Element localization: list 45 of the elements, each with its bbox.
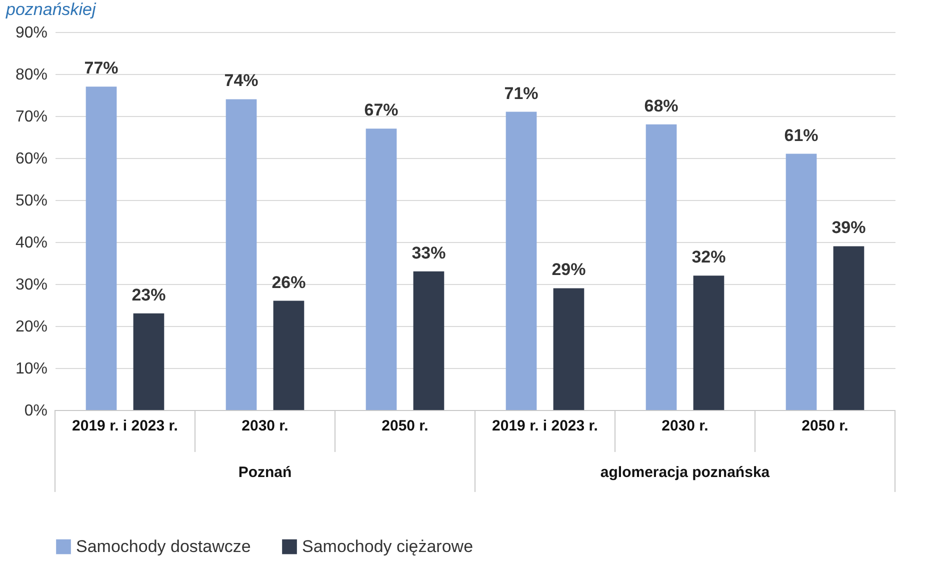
bar: [413, 271, 444, 410]
data-label: 71%: [504, 84, 538, 103]
bar: [273, 300, 304, 410]
data-label: 39%: [832, 218, 866, 238]
data-label: 23%: [132, 285, 166, 304]
y-tick-label: 0%: [24, 402, 48, 420]
data-label: 32%: [692, 248, 726, 267]
data-label: 33%: [412, 243, 446, 262]
y-tick-label: 10%: [15, 360, 48, 378]
text: Poznań: [238, 464, 292, 481]
bar: [133, 313, 164, 410]
data-label: 61%: [784, 126, 818, 145]
y-tick-label: 20%: [15, 318, 48, 336]
y-tick-label: 90%: [15, 24, 48, 42]
data-label: 29%: [552, 260, 586, 280]
bar: [366, 128, 397, 410]
legend-label: Samochody dostawcze: [76, 536, 251, 556]
y-tick-label: 50%: [15, 192, 48, 210]
y-tick-label: 80%: [15, 66, 48, 84]
x-tick-label: 2030 r.: [242, 418, 288, 434]
data-label: 67%: [364, 100, 398, 120]
x-tick-label: 2019 r. i 2023 r.: [492, 418, 598, 434]
bar: [693, 276, 724, 410]
data-label: 77%: [84, 58, 118, 78]
y-tick-label: 40%: [15, 234, 48, 252]
bar: [553, 288, 584, 410]
y-tick-label: 60%: [15, 150, 48, 168]
bar: [786, 154, 817, 410]
y-tick-label: 70%: [15, 108, 48, 126]
chart-title: poznańskiej: [6, 0, 96, 20]
x-tick-label: 2050 r.: [382, 418, 428, 434]
x-tick-label: 2019 r. i 2023 r.: [72, 418, 178, 434]
bar: [86, 86, 117, 410]
data-label: 26%: [272, 272, 306, 292]
bar: [646, 124, 677, 410]
data-label: 74%: [224, 71, 258, 90]
data-label: 68%: [644, 96, 678, 116]
legend-label: Samochody ciężarowe: [302, 536, 474, 556]
text: aglomeracja poznańska: [600, 464, 770, 481]
y-tick-label: 30%: [15, 276, 48, 294]
bar: [833, 246, 864, 410]
x-tick-label: 2030 r.: [662, 418, 708, 434]
bar: [226, 99, 257, 410]
x-tick-label: 2050 r.: [802, 418, 848, 434]
bar: [506, 112, 537, 410]
